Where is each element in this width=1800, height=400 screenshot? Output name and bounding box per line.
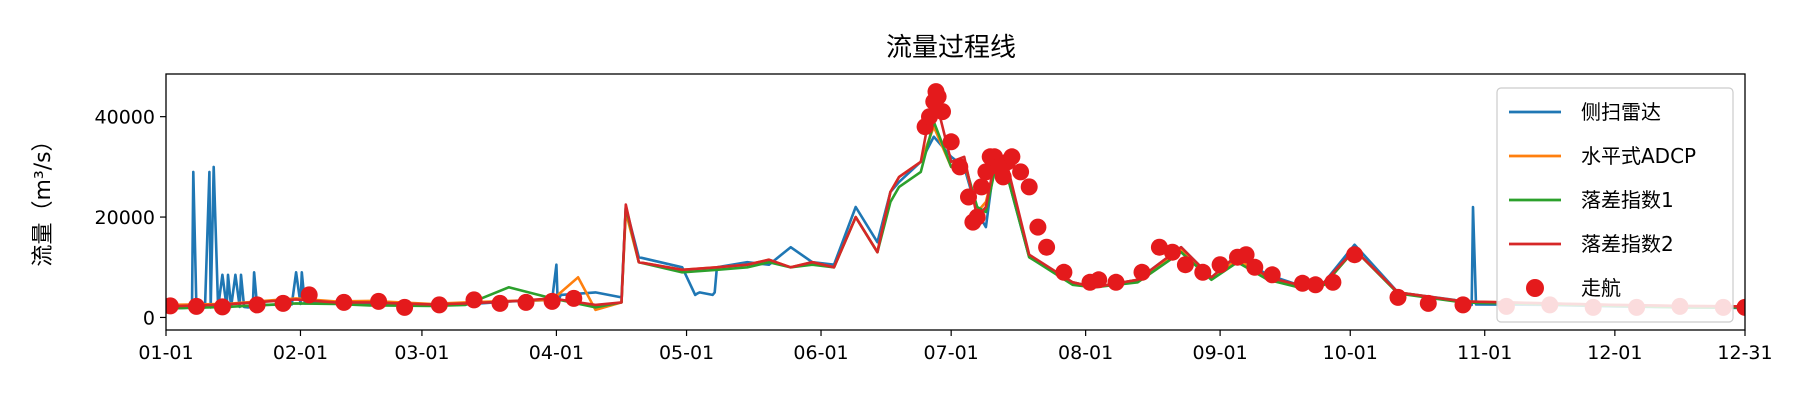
scatter-point (1003, 148, 1021, 166)
x-tick-label: 08-01 (1058, 342, 1113, 364)
scatter-point (1038, 238, 1056, 256)
legend-label: 水平式ADCP (1581, 144, 1696, 168)
scatter-point (517, 293, 535, 311)
scatter-point (1133, 263, 1151, 281)
scatter-point (396, 298, 414, 316)
scatter-point (213, 298, 231, 316)
scatter-point (1211, 256, 1229, 274)
x-tick-label: 07-01 (924, 342, 979, 364)
scatter-point (335, 293, 353, 311)
x-tick-label: 12-31 (1717, 342, 1772, 364)
x-axis: 01-01 02-01 03-01 04-01 05-01 06-01 07-01 08-01… (138, 330, 1773, 364)
legend-label: 侧扫雷达 (1581, 100, 1661, 124)
x-tick-label: 06-01 (793, 342, 848, 364)
scatter-point (977, 163, 995, 181)
scatter-point (187, 297, 205, 315)
x-tick-label: 01-01 (138, 342, 193, 364)
scatter-point (1107, 273, 1125, 291)
scatter-point (1324, 273, 1342, 291)
scatter-point (960, 188, 977, 206)
scatter-point (1029, 218, 1047, 236)
scatter-point (1736, 298, 1745, 316)
scatter-point (1419, 294, 1437, 312)
scatter-point (1346, 246, 1364, 264)
legend-label: 落差指数2 (1581, 232, 1674, 256)
scatter-point (1090, 271, 1108, 289)
scatter-point (1246, 258, 1264, 276)
scatter-point (973, 178, 990, 196)
scatter-point (1012, 163, 1030, 181)
scatter-point (166, 297, 179, 315)
scatter-point (370, 292, 388, 310)
scatter-point (968, 208, 986, 226)
x-tick-label: 02-01 (273, 342, 328, 364)
scatter-point (942, 133, 960, 151)
scatter-point (934, 103, 951, 121)
scatter-point (1294, 274, 1311, 292)
scatter-point (1389, 288, 1407, 306)
scatter-point (565, 289, 583, 307)
scatter-point (929, 88, 947, 106)
y-tick-label: 20000 (95, 207, 155, 229)
scatter-point (1263, 266, 1281, 284)
scatter-point (248, 296, 266, 314)
scatter-point (1020, 178, 1038, 196)
scatter-point (300, 286, 318, 304)
y-axis-label: 流量（m³/s） (31, 129, 56, 266)
scatter-point (1454, 296, 1472, 314)
scatter-point (1163, 243, 1181, 261)
x-tick-label: 10-01 (1323, 342, 1378, 364)
scatter-point (1055, 263, 1073, 281)
scatter-point (1150, 238, 1168, 256)
x-tick-label: 11-01 (1457, 342, 1512, 364)
legend-swatch (1526, 279, 1544, 297)
x-tick-label: 03-01 (394, 342, 449, 364)
x-tick-label: 05-01 (659, 342, 714, 364)
y-tick-label: 40000 (95, 107, 155, 129)
scatter-point (921, 108, 938, 126)
scatter-point (430, 296, 448, 314)
legend-box (1496, 87, 1734, 323)
x-tick-label: 09-01 (1193, 342, 1248, 364)
x-tick-label: 04-01 (529, 342, 584, 364)
y-axis: 0 20000 40000 (95, 107, 166, 329)
scatter-point (1194, 263, 1212, 281)
legend-label: 走航 (1581, 276, 1621, 300)
scatter-point (994, 168, 1012, 186)
y-tick-label: 0 (143, 307, 155, 329)
x-tick-label: 12-01 (1587, 342, 1642, 364)
scatter-point (465, 291, 483, 309)
chart-title: 流量过程线 (886, 33, 1016, 63)
scatter-point (491, 294, 509, 312)
scatter-point (274, 294, 292, 312)
plot-frame (165, 73, 1746, 331)
scatter-point (543, 292, 561, 310)
legend-label: 落差指数1 (1581, 188, 1674, 212)
scatter-point (1237, 246, 1255, 264)
scatter-point (1307, 276, 1324, 294)
scatter-point (951, 158, 969, 176)
scatter-point (1176, 256, 1194, 274)
